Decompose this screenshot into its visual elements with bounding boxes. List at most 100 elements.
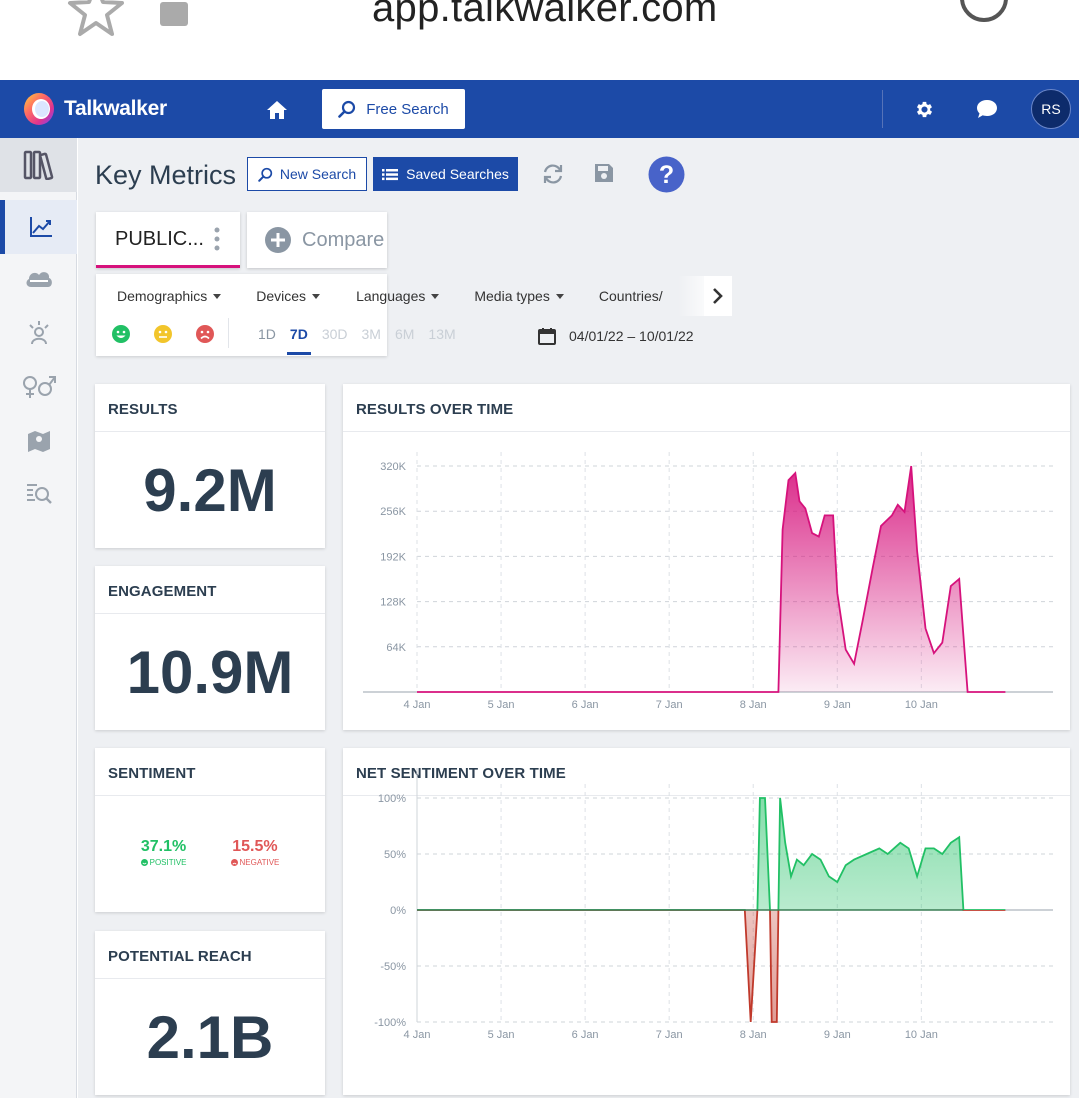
logo-text: Talkwalker [64, 97, 167, 120]
positive-line [417, 797, 1006, 910]
save-icon[interactable] [593, 162, 615, 189]
y-tick-label: -100% [374, 1017, 406, 1029]
star-icon[interactable] [66, 0, 126, 43]
reload-icon[interactable] [956, 0, 1012, 41]
negative-label: NEGATIVE [239, 858, 280, 867]
sidebar-item-themes[interactable] [0, 466, 77, 520]
sentiment-values: 37.1% POSITIVE 15.5% NEGATIVE [95, 838, 325, 867]
svg-text:?: ? [659, 161, 674, 189]
filter-countries[interactable]: Countries/ [599, 288, 663, 304]
y-tick-label: 100% [378, 793, 406, 805]
filter-panel [96, 274, 387, 356]
caret-down-icon [213, 293, 222, 299]
potential-reach-card: POTENTIAL REACH 2.1B [95, 931, 325, 1095]
query-tab-label: PUBLIC... [115, 228, 204, 250]
refresh-icon[interactable] [541, 162, 565, 191]
sentiment-card: SENTIMENT 37.1% POSITIVE 15.5% NEGATIVE [95, 748, 325, 912]
negative-sentiment: 15.5% NEGATIVE [230, 838, 280, 867]
more-vertical-icon[interactable] [214, 226, 220, 257]
saved-searches-label: Saved Searches [406, 166, 509, 182]
caret-down-icon [312, 293, 321, 299]
y-tick-label: 256K [380, 506, 406, 518]
y-tick-label: 320K [380, 461, 406, 473]
free-search-label: Free Search [366, 100, 449, 118]
x-tick-label: 10 Jan [905, 1029, 938, 1041]
new-search-label: New Search [279, 166, 357, 182]
sidebar-item-key-metrics[interactable] [0, 200, 77, 254]
header-divider [882, 90, 883, 128]
x-tick-label: 10 Jan [905, 699, 938, 711]
sentiment-filter [111, 324, 215, 344]
chat-icon[interactable] [976, 99, 998, 124]
x-tick-label: 6 Jan [572, 699, 599, 711]
compare-label: Compare [302, 228, 385, 251]
filter-languages[interactable]: Languages [356, 288, 440, 304]
engagement-card: ENGAGEMENT 10.9M [95, 566, 325, 730]
url-text[interactable]: app.talkwalker.com [372, 0, 718, 30]
y-tick-label: 0% [390, 905, 406, 917]
card-title: SENTIMENT [108, 765, 196, 782]
sidebar-item-demographics[interactable] [0, 360, 77, 414]
lock-icon [158, 0, 190, 33]
card-separator [95, 431, 325, 432]
date-range-picker[interactable]: 04/01/22 – 10/01/22 [538, 327, 694, 345]
negative-label-row: NEGATIVE [230, 858, 280, 867]
gear-icon[interactable] [914, 99, 935, 125]
x-tick-label: 5 Jan [488, 1029, 515, 1041]
new-search-button[interactable]: New Search [247, 157, 367, 191]
x-tick-label: 7 Jan [656, 1029, 683, 1041]
range-3m[interactable]: 3M [361, 326, 381, 342]
negative-face-icon [230, 859, 238, 866]
range-7d[interactable]: 7D [286, 326, 311, 355]
sidebar-item-influencers[interactable] [0, 306, 77, 360]
x-tick-label: 6 Jan [572, 1029, 599, 1041]
avatar[interactable]: RS [1031, 89, 1071, 129]
card-title: RESULTS [108, 401, 178, 418]
positive-value: 37.1% [140, 838, 187, 855]
logo[interactable]: Talkwalker [22, 91, 167, 127]
filter-demographics[interactable]: Demographics [117, 288, 222, 304]
sidebar-item-map[interactable] [0, 414, 77, 468]
free-search-button[interactable]: Free Search [322, 89, 465, 129]
range-6m[interactable]: 6M [394, 326, 415, 342]
saved-searches-button[interactable]: Saved Searches [373, 157, 518, 191]
home-icon[interactable] [266, 100, 288, 125]
x-tick-label: 9 Jan [824, 699, 851, 711]
cloud-icon [26, 272, 52, 287]
sidebar-item-cloud[interactable] [0, 252, 77, 306]
card-separator [95, 795, 325, 796]
x-tick-label: 4 Jan [404, 699, 431, 711]
compare-tab[interactable]: Compare [247, 212, 387, 268]
range-13m[interactable]: 13M [428, 326, 456, 342]
x-tick-label: 5 Jan [488, 699, 515, 711]
positive-label: POSITIVE [149, 858, 187, 867]
gender-icon [22, 376, 56, 398]
negative-value: 15.5% [232, 838, 278, 855]
divider [228, 318, 229, 348]
negative-face-icon[interactable] [195, 324, 215, 344]
filter-scroll-right[interactable] [704, 276, 732, 316]
neutral-face-icon[interactable] [153, 324, 173, 344]
sidebar [0, 138, 77, 1098]
chevron-right-icon [713, 288, 723, 304]
date-range-text: 04/01/22 – 10/01/22 [569, 328, 694, 344]
range-1d[interactable]: 1D [258, 326, 276, 342]
filter-row: Demographics Devices Languages Media typ… [96, 276, 732, 316]
page-title: Key Metrics [95, 160, 237, 190]
range-30d[interactable]: 30D [321, 326, 348, 342]
positive-label-row: POSITIVE [140, 858, 187, 867]
sidebar-item-library[interactable] [0, 138, 77, 192]
results-chart: 64K 128K 192K 256K 320K 4 Jan 5 Jan 6 Jan 7 Jan 8… [363, 452, 1053, 711]
y-tick-label: 128K [380, 597, 406, 609]
x-tick-label: 9 Jan [824, 1029, 851, 1041]
results-card: RESULTS 9.2M [95, 384, 325, 548]
card-separator [343, 795, 1070, 796]
positive-face-icon[interactable] [111, 324, 131, 344]
query-tab[interactable]: PUBLIC... [96, 212, 240, 268]
help-icon[interactable]: ? [648, 156, 685, 198]
filter-media-types[interactable]: Media types [474, 288, 564, 304]
chart-icon [30, 217, 52, 237]
filter-devices[interactable]: Devices [256, 288, 321, 304]
results-area [417, 466, 1006, 692]
filter-label: Media types [474, 288, 550, 304]
